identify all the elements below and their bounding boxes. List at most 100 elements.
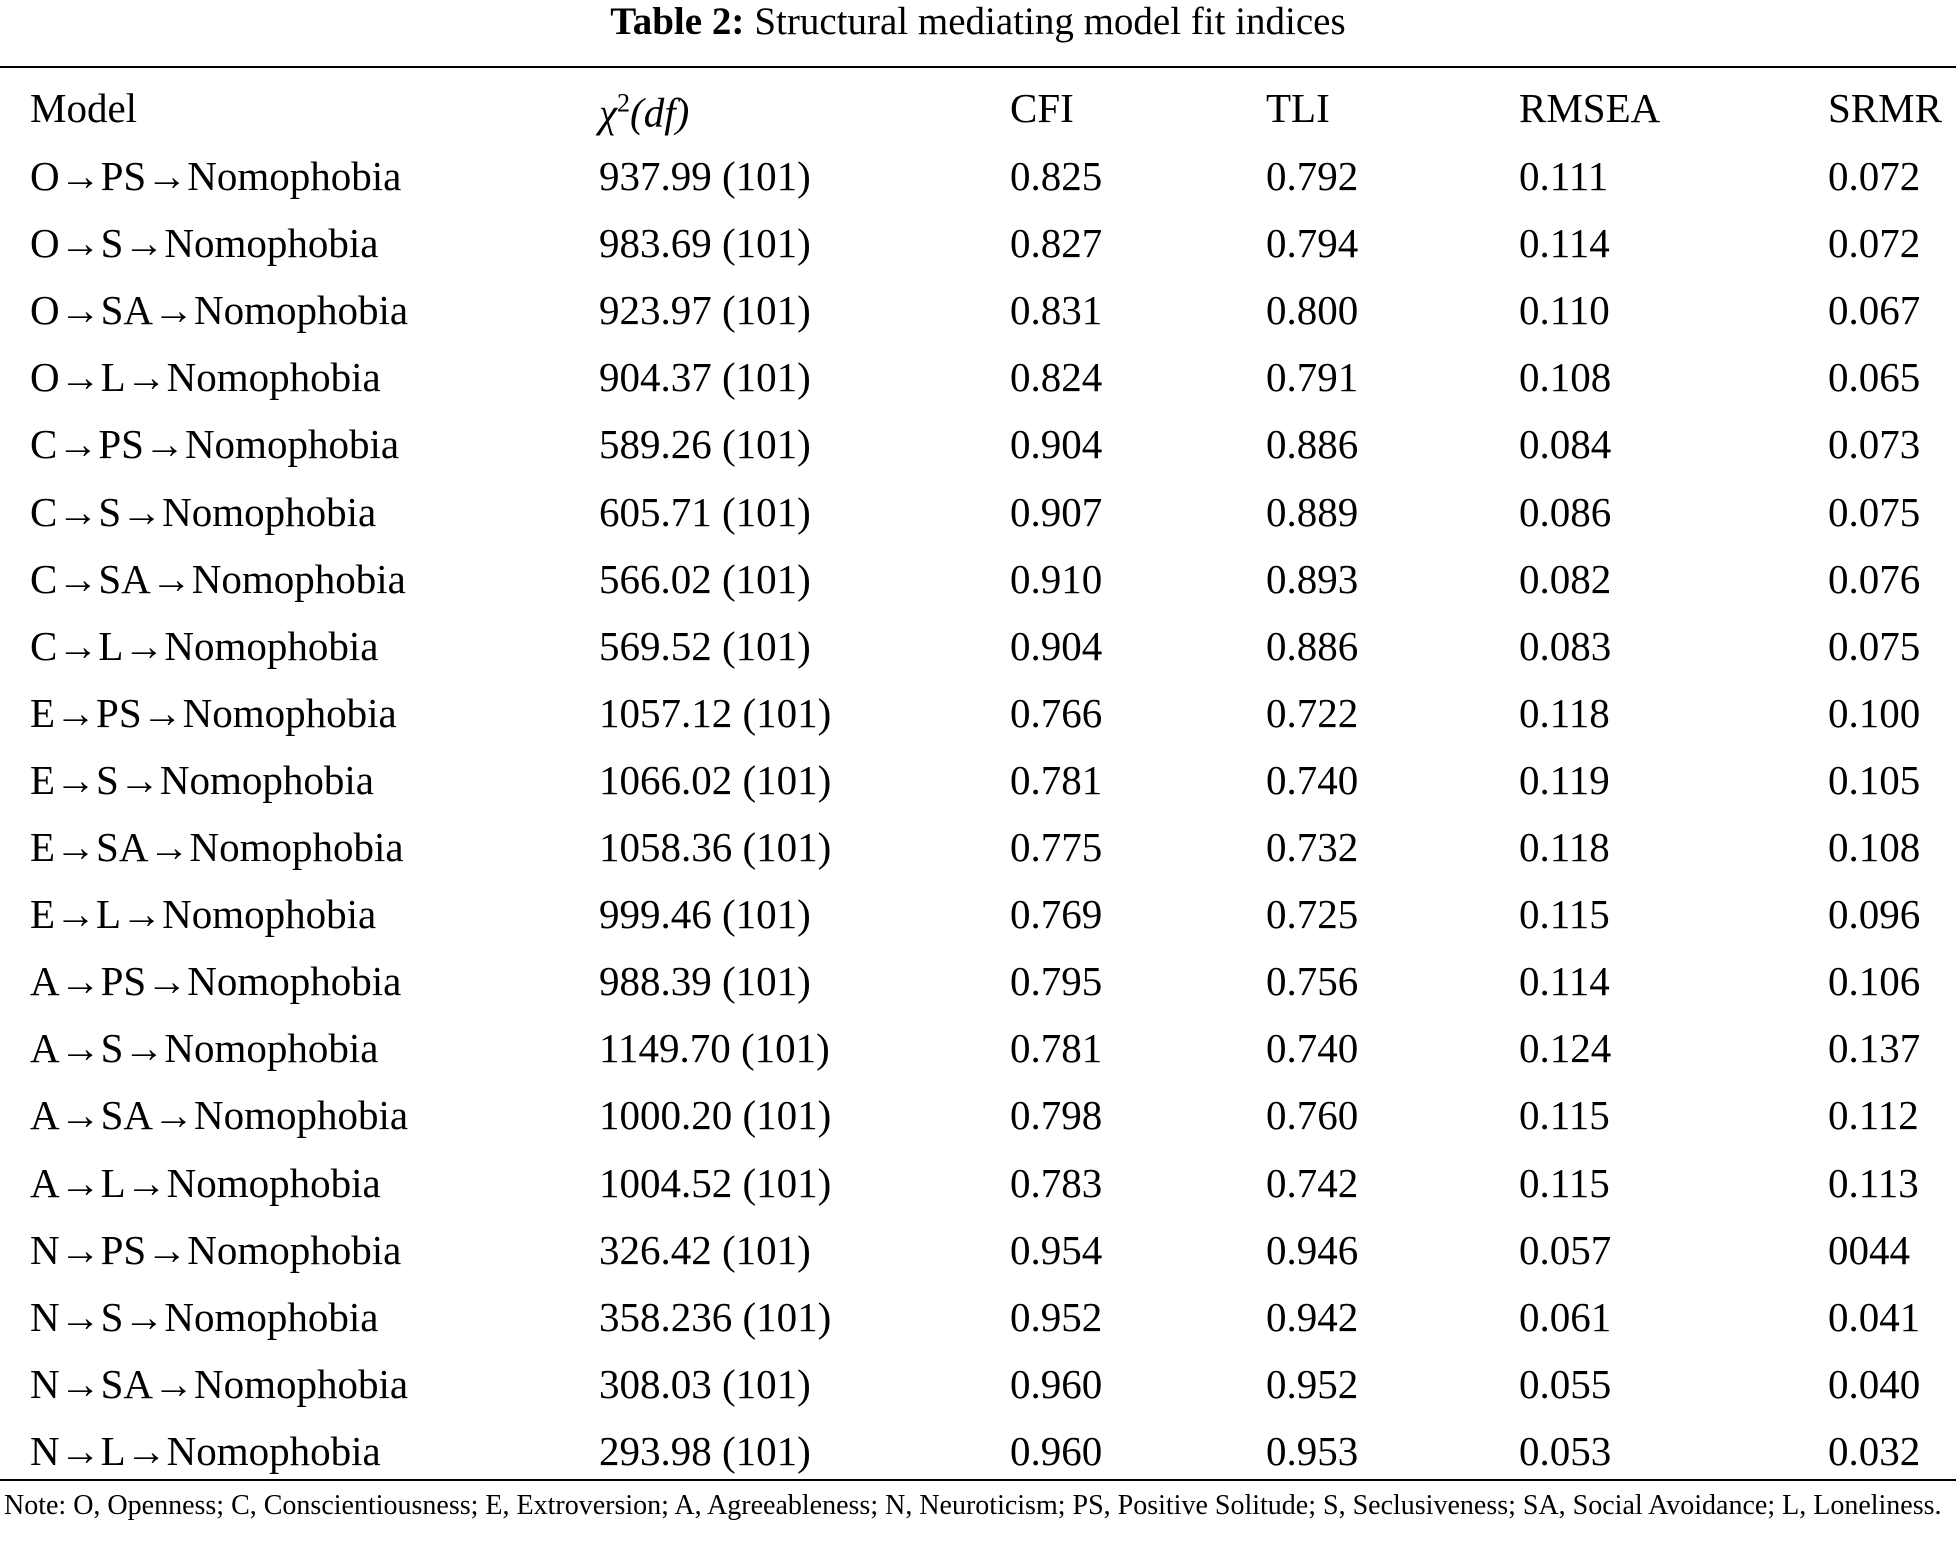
- value-cell: 0.910: [1010, 555, 1103, 602]
- value-cell: 0.725: [1266, 891, 1359, 938]
- value-cell: 0.115: [1519, 1092, 1610, 1139]
- value-cell: 0.954: [1010, 1226, 1103, 1273]
- value-cell: 0.766: [1010, 689, 1103, 736]
- value-cell: 0.084: [1519, 421, 1612, 468]
- model-cell: N→PS→Nomophobia: [30, 1226, 402, 1273]
- value-cell: 0.115: [1519, 1159, 1610, 1206]
- value-cell: 983.69 (101): [599, 220, 811, 267]
- value-cell: 0.886: [1266, 421, 1359, 468]
- value-cell: 308.03 (101): [599, 1360, 811, 1407]
- table-note: Note: O, Openness; C, Conscientiousness;…: [4, 1490, 1942, 1521]
- value-cell: 0.065: [1828, 354, 1921, 401]
- value-cell: 0.769: [1010, 891, 1103, 938]
- value-cell: 0.781: [1010, 1025, 1103, 1072]
- value-cell: 0.889: [1266, 488, 1359, 535]
- value-cell: 0.824: [1010, 354, 1103, 401]
- table-caption: Structural mediating model fit indices: [754, 0, 1346, 43]
- top-rule: [0, 66, 1956, 68]
- value-cell: 0.722: [1266, 689, 1359, 736]
- value-cell: 0.732: [1266, 824, 1359, 870]
- table-label: Table 2:: [610, 0, 745, 43]
- value-cell: 904.37 (101): [599, 354, 811, 401]
- value-cell: 0.113: [1828, 1159, 1919, 1206]
- value-cell: 0.827: [1010, 220, 1103, 267]
- value-cell: 0.137: [1828, 1025, 1921, 1072]
- value-cell: 0.760: [1266, 1092, 1359, 1139]
- value-cell: 0.055: [1519, 1360, 1612, 1407]
- value-cell: 937.99 (101): [599, 153, 811, 199]
- model-cell: O→SA→Nomophobia: [30, 287, 409, 334]
- value-cell: 566.02 (101): [599, 555, 811, 602]
- value-cell: 0.040: [1828, 1360, 1921, 1407]
- header-cell: TLI: [1266, 85, 1330, 131]
- bottom-rule: [0, 1479, 1956, 1481]
- model-cell: C→S→Nomophobia: [30, 488, 377, 535]
- value-cell: 1000.20 (101): [599, 1092, 832, 1139]
- value-cell: 0.904: [1010, 421, 1103, 468]
- model-cell: N→SA→Nomophobia: [30, 1360, 409, 1407]
- value-cell: 1149.70 (101): [599, 1025, 830, 1072]
- value-cell: 0.110: [1519, 287, 1610, 334]
- value-cell: 0.086: [1519, 488, 1612, 535]
- model-cell: A→L→Nomophobia: [30, 1159, 381, 1206]
- value-cell: 0.825: [1010, 153, 1103, 199]
- value-cell: 1066.02 (101): [599, 756, 832, 803]
- value-cell: 0.073: [1828, 421, 1921, 468]
- value-cell: 569.52 (101): [599, 622, 811, 669]
- value-cell: 0.096: [1828, 891, 1921, 938]
- model-cell: O→L→Nomophobia: [30, 354, 381, 401]
- value-cell: 0.740: [1266, 756, 1359, 803]
- model-cell: E→S→Nomophobia: [30, 756, 374, 803]
- header-symbol: χ: [599, 89, 618, 136]
- model-cell: N→L→Nomophobia: [30, 1427, 381, 1474]
- value-cell: 1004.52 (101): [599, 1159, 832, 1206]
- value-cell: 0.082: [1519, 555, 1612, 602]
- value-cell: 0.072: [1828, 220, 1921, 267]
- model-cell: E→PS→Nomophobia: [30, 689, 397, 736]
- value-cell: 0.118: [1519, 689, 1610, 736]
- header-cell: CFI: [1010, 85, 1074, 131]
- value-cell: 0.106: [1828, 958, 1921, 1005]
- model-cell: N→S→Nomophobia: [30, 1293, 379, 1340]
- header-cell: RMSEA: [1519, 85, 1661, 131]
- value-cell: 0.118: [1519, 824, 1610, 870]
- value-cell: 0.740: [1266, 1025, 1359, 1072]
- model-cell: A→S→Nomophobia: [30, 1025, 379, 1072]
- value-cell: 0.067: [1828, 287, 1921, 334]
- value-cell: 0.960: [1010, 1427, 1103, 1474]
- value-cell: 0.072: [1828, 153, 1921, 199]
- value-cell: 1057.12 (101): [599, 689, 832, 736]
- model-cell: C→PS→Nomophobia: [30, 421, 400, 468]
- value-cell: 0.111: [1519, 153, 1609, 199]
- value-cell: 0.781: [1010, 756, 1103, 803]
- value-cell: 0.756: [1266, 958, 1359, 1005]
- model-cell: E→SA→Nomophobia: [30, 824, 404, 870]
- value-cell: 0.083: [1519, 622, 1612, 669]
- value-cell: 0.112: [1828, 1092, 1919, 1139]
- value-cell: 326.42 (101): [599, 1226, 811, 1273]
- model-cell: O→PS→Nomophobia: [30, 153, 402, 199]
- value-cell: 0.114: [1519, 958, 1610, 1005]
- table-title: Table 2: Structural mediating model fit i…: [0, 0, 1956, 44]
- value-cell: 0.108: [1828, 824, 1921, 870]
- value-cell: 0.946: [1266, 1226, 1359, 1273]
- value-cell: 0.775: [1010, 824, 1103, 870]
- value-cell: 0.105: [1828, 756, 1921, 803]
- value-cell: 0.952: [1010, 1293, 1103, 1340]
- value-cell: 0.075: [1828, 622, 1921, 669]
- value-cell: 0.953: [1266, 1427, 1359, 1474]
- value-cell: 605.71 (101): [599, 488, 811, 535]
- value-cell: 0.742: [1266, 1159, 1359, 1206]
- header-cell: Model: [30, 85, 138, 131]
- value-cell: 0.893: [1266, 555, 1359, 602]
- value-cell: 999.46 (101): [599, 891, 811, 938]
- value-cell: 923.97 (101): [599, 287, 811, 334]
- header-rest: (df): [630, 89, 690, 136]
- value-cell: 0.115: [1519, 891, 1610, 938]
- value-cell: 0.831: [1010, 287, 1103, 334]
- value-cell: 293.98 (101): [599, 1427, 811, 1474]
- value-cell: 0.798: [1010, 1092, 1103, 1139]
- value-cell: 0.794: [1266, 220, 1359, 267]
- model-cell: E→L→Nomophobia: [30, 891, 377, 938]
